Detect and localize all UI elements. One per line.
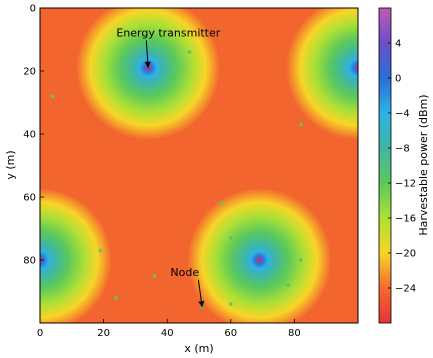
heatmap-spots [40,8,358,323]
plot-area [39,7,359,324]
annotation-label-1: Node [170,266,199,279]
colorbar: 4 0 −4 −8 −12 −16 −20 −24 Harvestable power (dB… [378,7,430,324]
node-marker-11 [114,296,119,300]
colorbar-tick-label-6: −20 [395,249,416,260]
transmitter-marker-0 [145,65,151,71]
y-tick-label-3: 60 [23,193,36,204]
colorbar-tick-label-1: 0 [395,74,401,85]
plot-frame [39,7,359,324]
annotation-label-0: Energy transmitter [116,26,220,39]
y-axis-ticks: 0 20 40 60 80 [23,4,44,267]
node-marker-5 [229,236,233,240]
node-marker-3 [152,273,157,278]
x-axis-ticks: 0 20 40 60 80 [37,319,301,339]
x-tick-label-0: 0 [37,328,43,339]
transmitter-field-1 [40,188,112,323]
x-tick-label-1: 20 [97,328,110,339]
x-tick-label-3: 60 [224,328,237,339]
y-axis-label: y (m) [4,150,17,179]
colorbar-tick-label-0: 4 [395,39,401,50]
colorbar-strip [378,7,392,324]
colorbar-tick-label-7: −24 [395,284,416,295]
node-marker-0 [187,50,192,54]
node-marker-4 [219,201,224,206]
node-marker-7 [298,258,303,262]
colorbar-label: Harvestable power (dBm) [417,94,430,235]
y-tick-label-0: 0 [30,4,36,15]
transmitter-field-0 [76,8,221,140]
transmitter-field-3 [286,8,358,140]
colorbar-tick-label-4: −12 [395,179,416,190]
transmitter-marker-3 [355,65,358,71]
colorbar-ticks: 4 0 −4 −8 −12 −16 −20 −24 [388,39,416,295]
annotation-arrowhead-1 [198,300,205,308]
x-tick-label-2: 40 [161,328,174,339]
y-tick-label-1: 20 [23,67,36,78]
axes: 0 20 40 60 80 0 20 40 60 80 x (m) y (m) [4,4,301,356]
y-tick-label-2: 40 [23,130,36,141]
node-markers [50,50,303,310]
annotations: Energy transmitter Node [116,26,221,308]
annotation-arrowhead-0 [144,61,151,68]
transmitter-field-2 [187,188,332,323]
x-axis-label: x (m) [184,342,213,355]
colorbar-tick-label-2: −4 [395,109,410,120]
colorbar-tick-label-5: −16 [395,214,416,225]
transmitter-marker-2 [257,257,262,263]
y-tick-label-4: 80 [23,256,36,267]
node-marker-1 [50,94,55,98]
x-tick-label-4: 80 [288,328,301,339]
node-marker-10 [229,302,233,306]
node-marker-2 [98,248,103,253]
colorbar-tick-label-3: −8 [395,144,410,155]
node-marker-6 [298,122,303,127]
node-marker-8 [286,283,290,288]
